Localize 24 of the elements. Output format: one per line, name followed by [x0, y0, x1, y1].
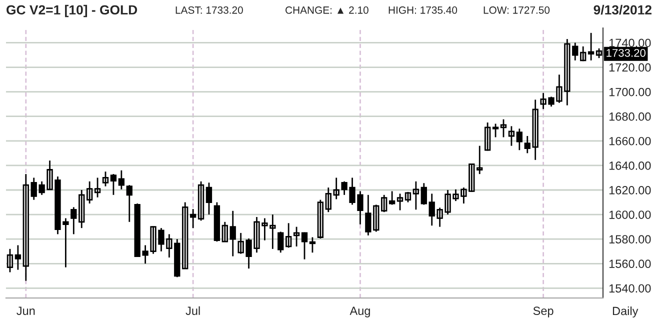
text: Daily — [612, 306, 638, 318]
text: 1733.20 — [606, 48, 646, 57]
text: CHANGE: ▲ 2.10 — [286, 6, 368, 14]
y-tick-label: 1740.00 — [609, 38, 651, 48]
x-tick-label: Sep — [533, 306, 554, 318]
x-tick-label: Aug — [350, 306, 370, 318]
y-tick-label: 1540.00 — [609, 284, 651, 293]
y-tick-label: 1700.00 — [609, 88, 651, 96]
x-tick-label: Jun — [16, 306, 35, 316]
text: LOW: 1727.50 — [484, 6, 550, 14]
y-tick-label: 1560.00 — [609, 260, 651, 268]
y-tick-label: 1580.00 — [609, 235, 651, 244]
x-tick-label: Jul — [186, 306, 200, 316]
y-tick-label: 1680.00 — [609, 112, 651, 121]
y-tick-label: 1640.00 — [609, 161, 651, 170]
y-tick-label: 1720.00 — [609, 63, 651, 72]
text: HIGH: 1735.40 — [388, 6, 458, 14]
chart-title: GC V2=1 [10] - GOLD — [6, 4, 138, 18]
text: LAST: 1733.20 — [176, 6, 243, 14]
y-tick-label: 1600.00 — [609, 210, 651, 219]
y-tick-label: 1620.00 — [609, 186, 651, 194]
y-tick-label: 1660.00 — [609, 136, 651, 146]
text: 9/13/2012 — [594, 4, 652, 15]
candlestick — [492, 123, 499, 138]
